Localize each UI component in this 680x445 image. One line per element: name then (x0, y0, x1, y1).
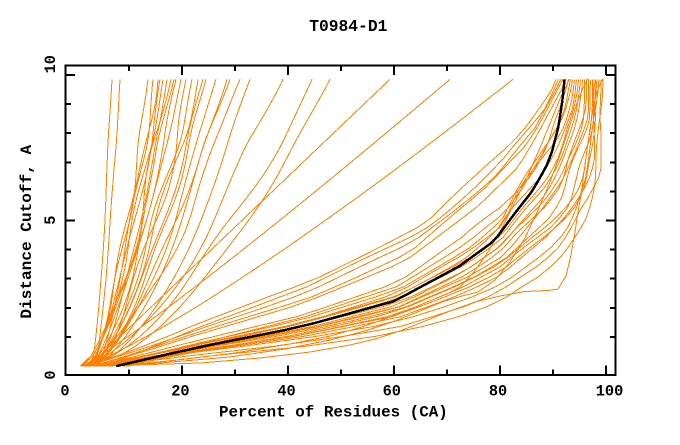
svg-text:Distance Cutoff, A: Distance Cutoff, A (18, 144, 36, 318)
svg-text:80: 80 (489, 382, 507, 400)
svg-text:40: 40 (277, 382, 295, 400)
svg-text:5: 5 (42, 216, 60, 225)
svg-text:10: 10 (42, 55, 60, 73)
svg-text:T0984-D1: T0984-D1 (309, 17, 387, 36)
svg-text:0: 0 (42, 370, 60, 379)
svg-text:20: 20 (171, 382, 189, 400)
svg-text:Percent of Residues (CA): Percent of Residues (CA) (219, 403, 448, 421)
svg-text:0: 0 (60, 382, 69, 400)
svg-text:60: 60 (383, 382, 401, 400)
svg-text:100: 100 (596, 382, 624, 400)
